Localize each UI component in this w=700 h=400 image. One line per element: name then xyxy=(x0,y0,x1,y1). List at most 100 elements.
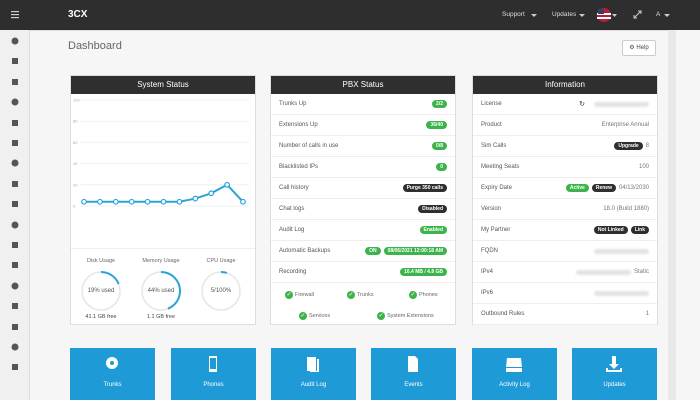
row-value xyxy=(594,290,649,296)
updates-menu[interactable]: Updates xyxy=(552,11,577,18)
caret xyxy=(664,14,670,17)
tile[interactable]: Phones xyxy=(171,348,256,400)
nav-glyph xyxy=(11,159,19,167)
nav-icon[interactable] xyxy=(10,260,20,270)
nav-icon[interactable] xyxy=(10,36,20,46)
row-label: Blacklisted IPs xyxy=(279,164,319,170)
data-point xyxy=(81,198,87,205)
status-row: Call history Purge 350 calls xyxy=(271,178,455,199)
badge: Link xyxy=(630,226,649,234)
nav-icon[interactable] xyxy=(10,220,20,230)
nav-icon[interactable] xyxy=(10,240,20,250)
user-menu[interactable]: A xyxy=(656,11,661,18)
gauge-free: 41.1 GB free xyxy=(85,314,117,320)
y-tick-label: 20 xyxy=(73,182,78,187)
row-label: Number of calls in use xyxy=(279,143,339,149)
badge: Not Linked xyxy=(593,226,628,234)
tile-label: Phones xyxy=(203,382,224,388)
tile[interactable]: Updates xyxy=(572,348,657,400)
row-label: Meeting Seats xyxy=(481,164,520,170)
status-row: Automatic Backups ON 08/06/2021 12:00:18 A… xyxy=(271,241,455,262)
nav-icon[interactable] xyxy=(10,138,20,148)
tile-icon xyxy=(506,358,522,372)
info-value: Enterprise Annual xyxy=(601,122,649,128)
badge: 0 xyxy=(436,163,447,171)
nav-glyph xyxy=(12,119,18,126)
check-label: Firewall xyxy=(295,292,314,298)
nav-icon[interactable] xyxy=(10,301,20,311)
nav-icon[interactable] xyxy=(10,342,20,352)
tile-glyph xyxy=(307,357,319,372)
data-point xyxy=(176,198,183,205)
gauge xyxy=(201,271,241,311)
nav-glyph xyxy=(12,242,18,248)
nav-glyph xyxy=(12,140,18,146)
row-label: Call history xyxy=(279,185,309,191)
nav-icon[interactable] xyxy=(10,281,20,291)
nav-glyph xyxy=(11,343,19,351)
tile-label: Updates xyxy=(603,382,626,388)
row-label: My Partner xyxy=(481,227,511,233)
nav-glyph xyxy=(12,303,18,310)
nav-glyph xyxy=(12,180,18,187)
badge: Disabled xyxy=(418,205,447,213)
badge: Purge 350 calls xyxy=(402,184,447,192)
data-point xyxy=(208,190,215,197)
gauge-value: 5/100% xyxy=(210,288,232,294)
tile-label: Trunks xyxy=(103,382,122,388)
status-row: Number of calls in use 0/8 xyxy=(271,136,455,157)
tile[interactable]: Events xyxy=(371,348,456,400)
tile-icon xyxy=(408,356,418,372)
row-label: Extensions Up xyxy=(279,122,318,128)
gauge xyxy=(141,271,181,311)
info-row: My Partner Not Linked Link xyxy=(473,220,657,241)
nav-icon[interactable] xyxy=(10,118,20,128)
nav-icon[interactable] xyxy=(10,158,20,168)
row-value xyxy=(594,248,649,254)
row-label: IPv6 xyxy=(481,290,494,296)
row-value: 16.4 MB / 4.8 GB xyxy=(400,268,447,276)
nav-icon[interactable] xyxy=(10,77,20,87)
refresh-icon: ↻ xyxy=(579,101,585,108)
info-value: 18.0 (Build 1880) xyxy=(603,206,649,212)
row-value: Purge 350 calls xyxy=(402,184,447,192)
y-tick-label: 60 xyxy=(73,140,78,145)
row-value: ↻ xyxy=(579,100,649,108)
nav-icon[interactable] xyxy=(10,199,20,209)
data-point xyxy=(144,198,151,205)
badge: 2/2 xyxy=(432,100,447,108)
row-label: Product xyxy=(481,122,502,128)
support-menu[interactable]: Support xyxy=(502,11,525,18)
menu-icon[interactable] xyxy=(10,9,22,21)
check-item: ✓ Firewall xyxy=(285,291,314,299)
check-item: ✓ System Extensions xyxy=(377,312,434,320)
badge: Enabled xyxy=(419,226,447,234)
tile[interactable]: Trunks xyxy=(70,348,155,400)
help-button[interactable]: ⚙ Help xyxy=(622,40,656,56)
nav-icon[interactable] xyxy=(10,97,20,107)
badge: Active xyxy=(565,184,589,192)
tile-icon xyxy=(209,356,217,372)
data-point xyxy=(192,195,199,202)
nav-icon[interactable] xyxy=(10,56,20,66)
check-item: ✓ Services xyxy=(299,312,330,320)
nav-icon[interactable] xyxy=(10,179,20,189)
nav-icon[interactable] xyxy=(10,322,20,332)
nav-icon[interactable] xyxy=(10,362,20,372)
info-row: Sim Calls Upgrade 8 xyxy=(473,136,657,157)
row-value: 0 xyxy=(436,163,447,171)
badge: ON xyxy=(365,247,381,255)
info-row: Product Enterprise Annual xyxy=(473,115,657,136)
tile[interactable]: Activity Log xyxy=(472,348,557,400)
nav-glyph xyxy=(11,221,19,229)
tile-glyph xyxy=(506,358,522,372)
row-value: Upgrade 8 xyxy=(614,142,649,150)
tile[interactable]: Audit Log xyxy=(271,348,356,400)
row-value: 2/2 xyxy=(432,100,447,108)
data-point xyxy=(240,198,246,205)
badge: 08/06/2021 12:00:18 AM xyxy=(383,247,447,255)
row-label: Chat logs xyxy=(279,206,305,212)
nav-glyph xyxy=(12,323,18,330)
flag[interactable] xyxy=(596,7,618,23)
expand-icon[interactable] xyxy=(632,10,644,20)
